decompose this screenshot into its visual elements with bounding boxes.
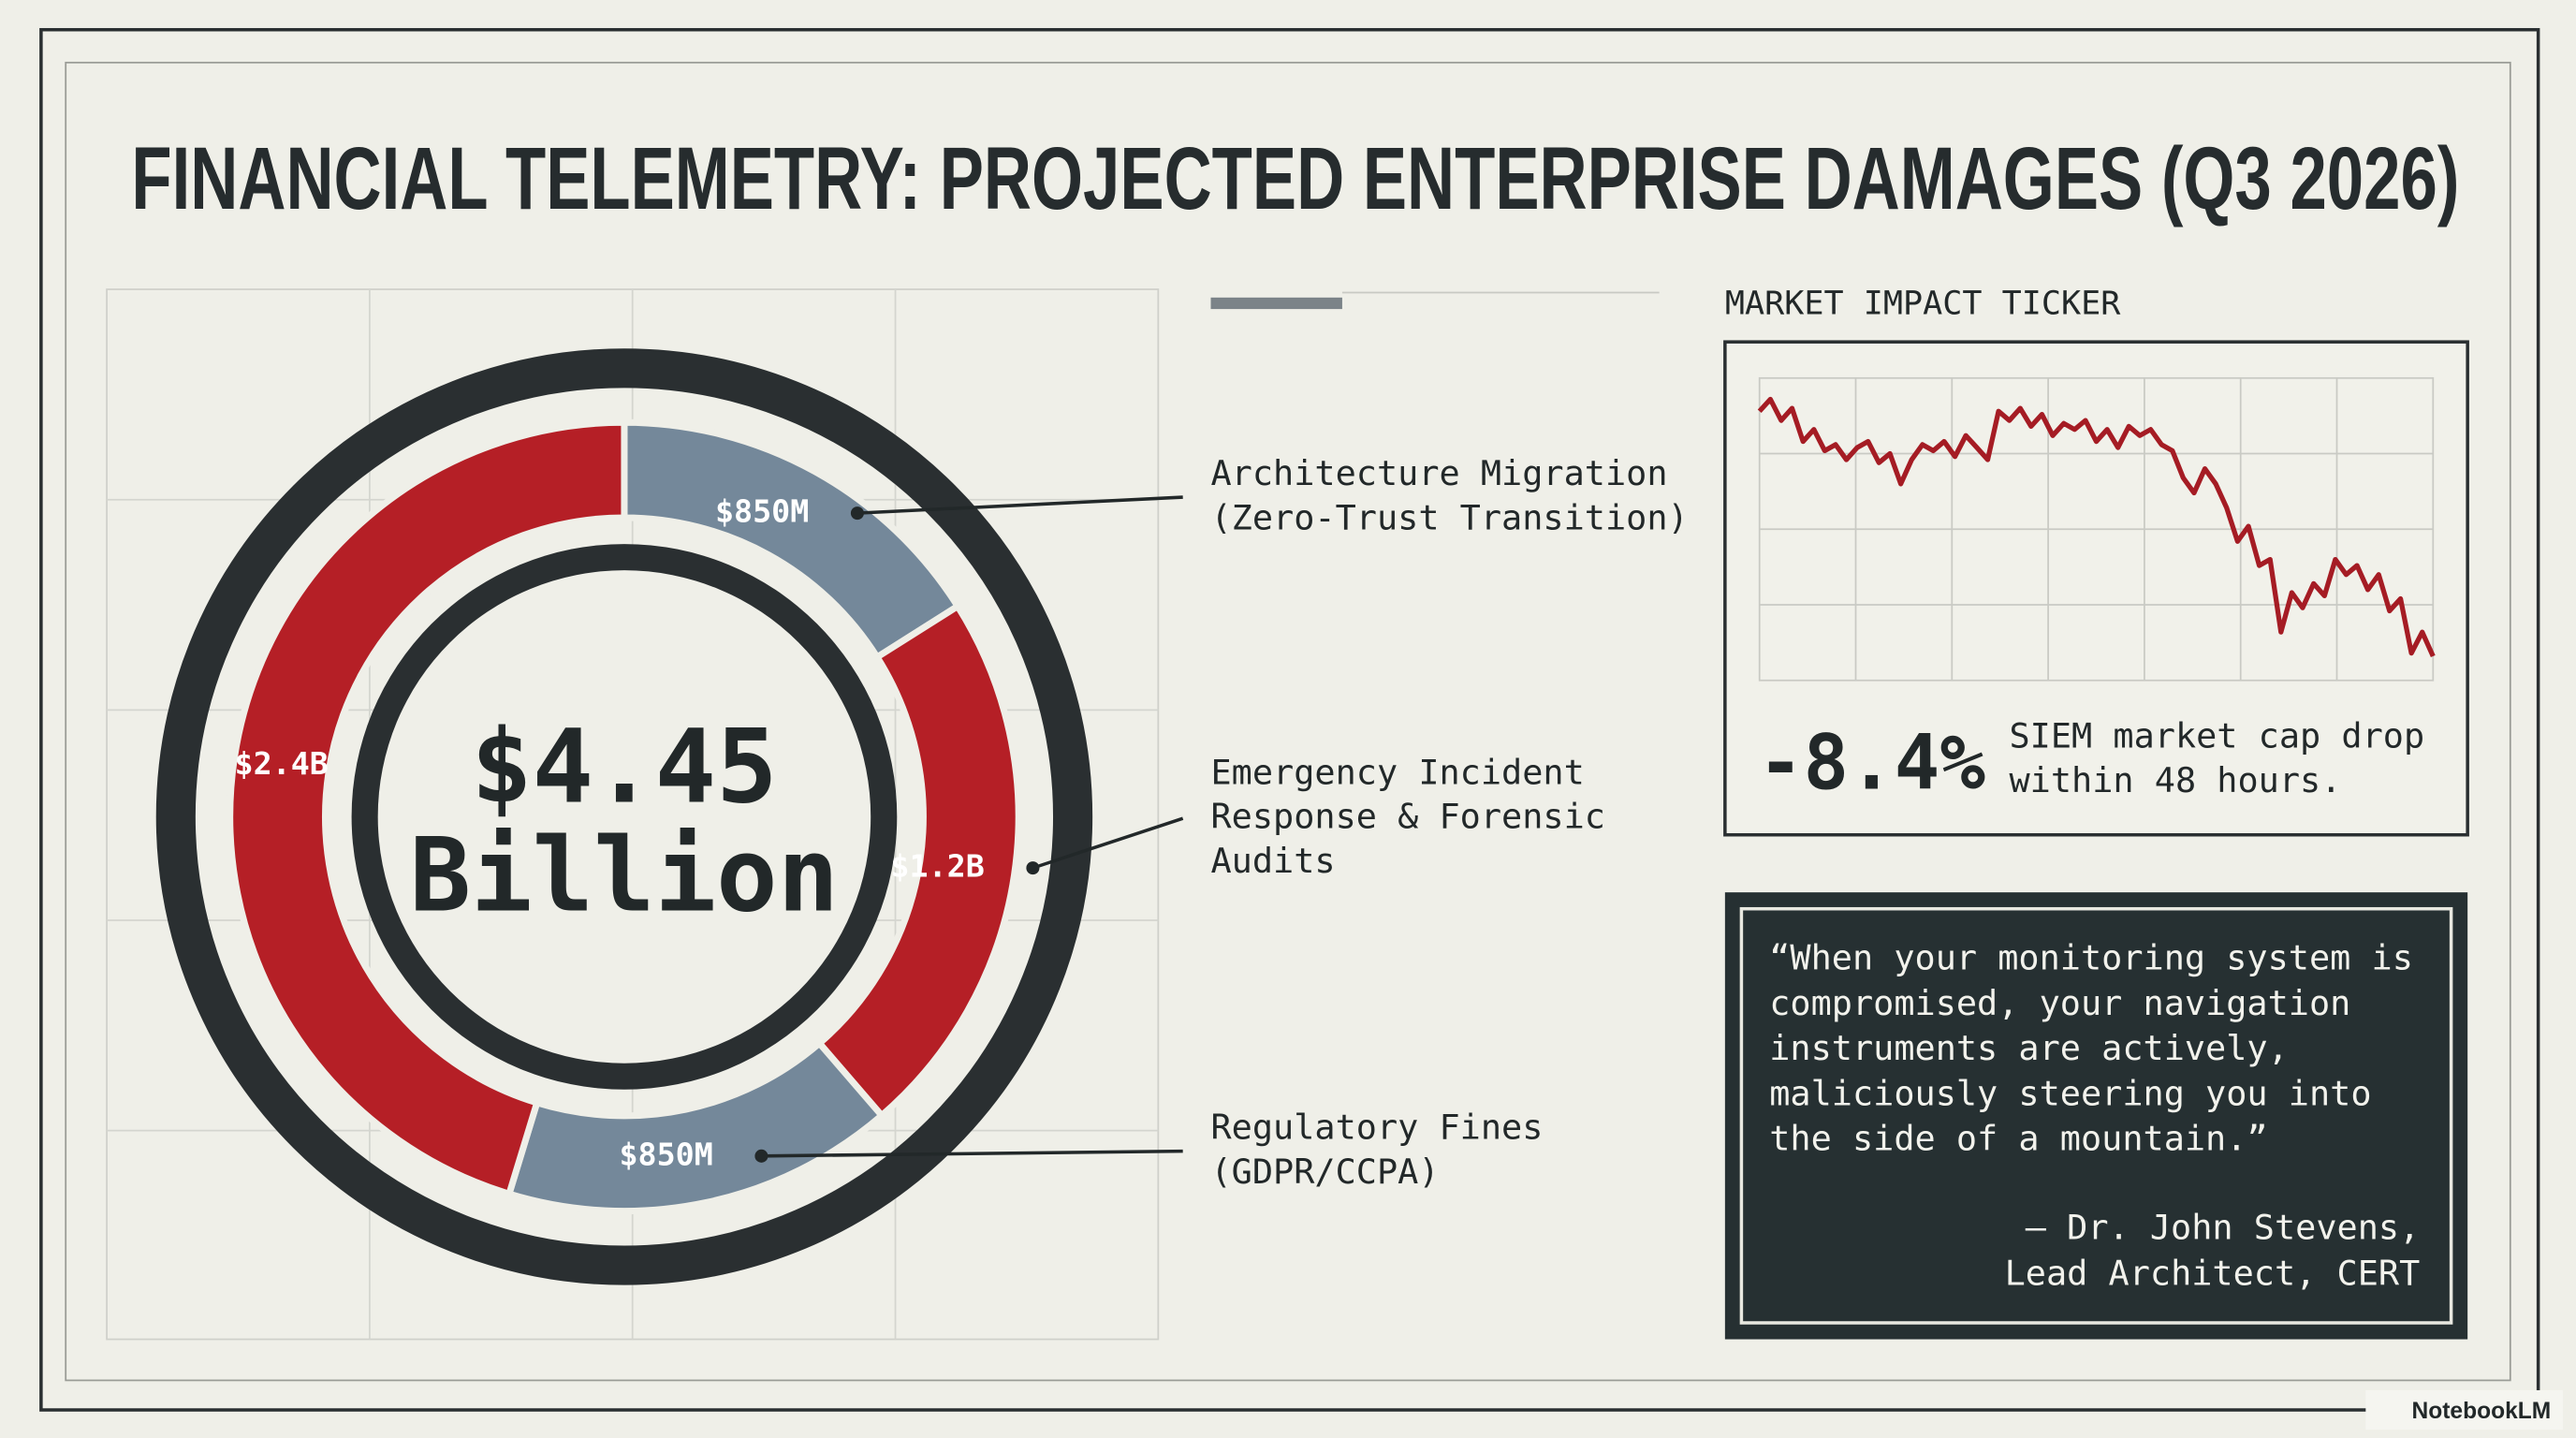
quote-line: “When your monitoring system is [1769,938,2413,978]
legend-label: (GDPR/CCPA) [1211,1152,1440,1192]
leader-line [761,1149,1183,1158]
center-label: $4.45 [471,708,778,827]
quote-attribution: Lead Architect, CERT [2005,1254,2421,1294]
legend-label: Regulatory Fines [1211,1107,1544,1147]
leader-line [856,495,1183,515]
ticker-line [1757,396,2436,658]
legend-label: Architecture Migration [1211,453,1668,493]
segment-label: $1.2B [890,848,984,885]
title: FINANCIAL TELEMETRY: PROJECTED ENTERPRIS… [131,129,2459,228]
legend-label: Emergency Incident [1211,752,1585,792]
legend-label: (Zero-Trust Transition) [1211,497,1689,537]
ticker-caption: SIEM market cap drop [2009,716,2424,756]
donut-segment [227,418,628,1198]
badge-bg [2365,1389,2563,1431]
outer-ring [155,348,1093,1285]
segment-label: $2.4B [235,745,329,782]
quote-inner-frame [1739,906,2453,1325]
legend-label: Response & Forensic [1211,797,1605,837]
leader-line [1032,816,1184,870]
center-label: Billion [410,815,840,934]
leader-dot [754,1149,768,1163]
quote-attribution: — Dr. John Stevens, [2026,1207,2420,1247]
ticker-stat: -8.4% [1758,720,1985,808]
leader-dot [850,506,864,521]
segment-label: $850M [619,1136,712,1172]
segment-label: $850M [715,493,809,530]
ticker-caption: within 48 hours. [2009,760,2341,800]
ticker-box [1723,340,2469,837]
quote-line: compromised, your navigation [1769,983,2350,1023]
decor-bar [1210,297,1342,310]
outer-frame [39,27,2540,1412]
leader-dot [1026,861,1040,875]
center-disc [377,570,871,1064]
legend-label: Audits [1211,841,1336,881]
quote-line: instruments are actively, [1769,1028,2289,1068]
quote-line: the side of a mountain.” [1769,1119,2267,1159]
badge: NotebookLM [2411,1399,2551,1424]
inner-frame [65,61,2511,1382]
quote-box [1724,892,2468,1340]
donut-segment [814,601,1022,1121]
ticker-title: MARKET IMPACT TICKER [1725,284,2121,322]
quote-line: maliciously steering you into [1769,1073,2371,1113]
